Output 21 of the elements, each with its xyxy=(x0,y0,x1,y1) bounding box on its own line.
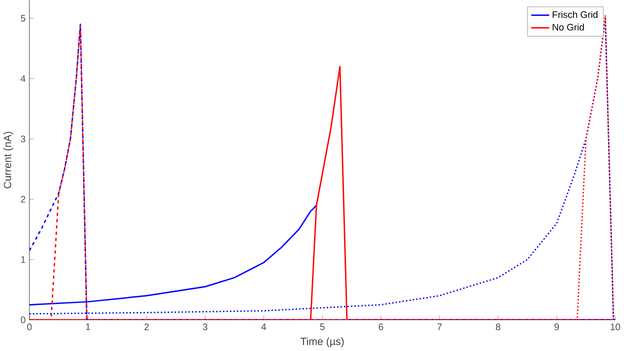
x-tick-label: 7 xyxy=(437,324,442,330)
x-tick-label: 1 xyxy=(86,324,90,330)
x-tick-label: 6 xyxy=(378,324,384,330)
x-tick-label: 8 xyxy=(496,324,500,330)
y-tick-label: 4 xyxy=(20,76,26,82)
y-axis-title: Current (nA) xyxy=(4,132,14,188)
legend-label: No Grid xyxy=(552,24,584,31)
x-tick-label: 5 xyxy=(320,324,325,330)
x-tick-label: 4 xyxy=(261,324,266,330)
x-tick-label: 9 xyxy=(554,324,559,330)
x-tick-label: 3 xyxy=(202,324,208,330)
x-axis-title: Time (µs) xyxy=(300,338,344,348)
x-tick-label: 10 xyxy=(610,324,620,330)
y-tick-label: 0 xyxy=(20,316,26,324)
legend-label: Frisch Grid xyxy=(552,11,598,18)
x-tick-label: 0 xyxy=(27,324,32,330)
x-tick-label: 2 xyxy=(144,324,149,330)
y-tick-label: 1 xyxy=(21,256,26,263)
y-tick-label: 3 xyxy=(20,136,26,142)
y-tick-label: 5 xyxy=(20,15,26,22)
y-tick-label: 2 xyxy=(20,196,26,203)
